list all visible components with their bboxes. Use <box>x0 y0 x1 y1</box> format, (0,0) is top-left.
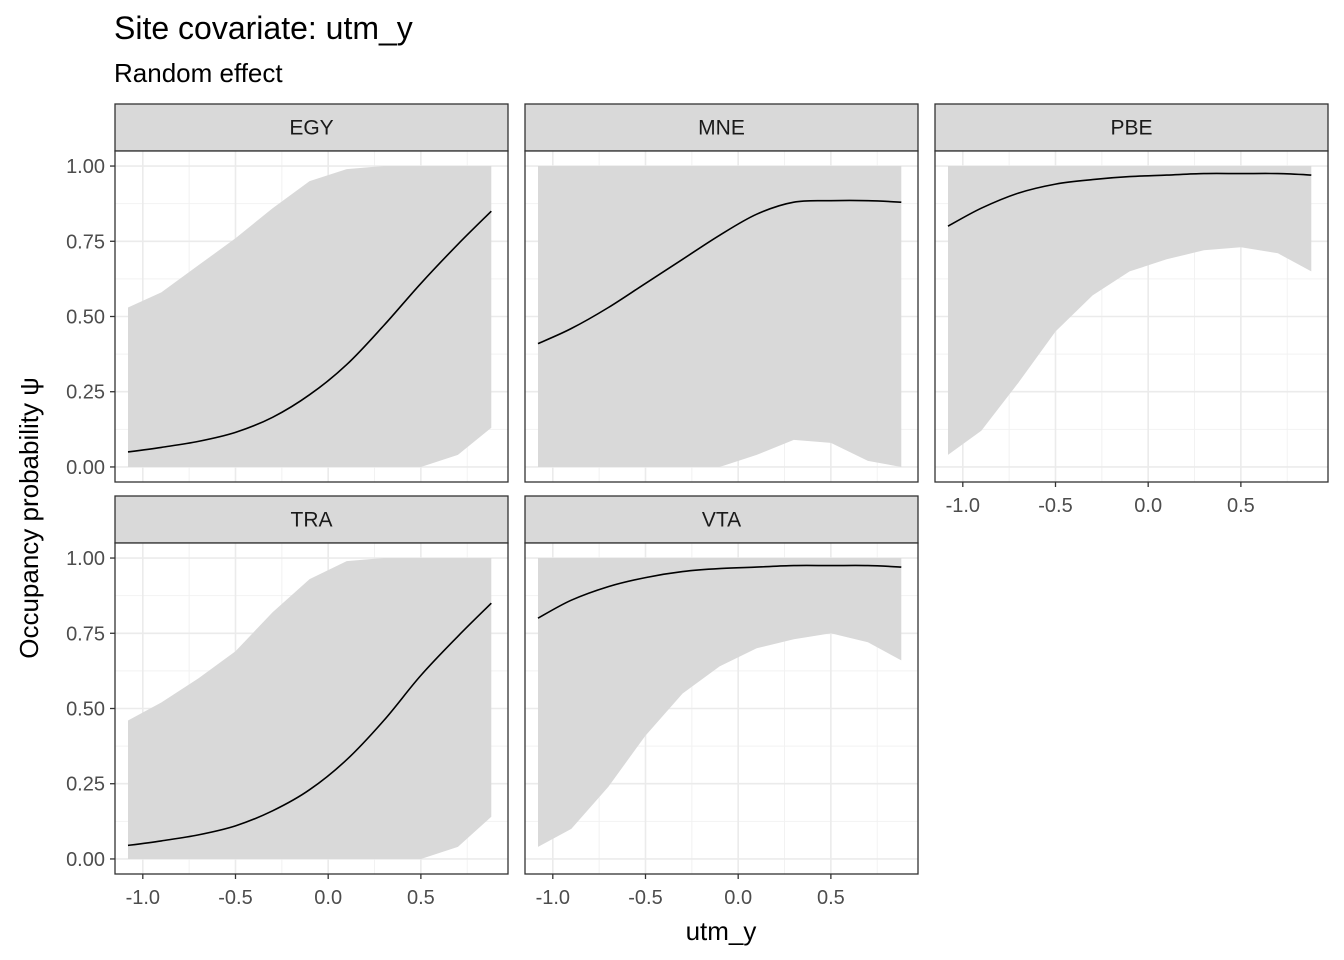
y-tick-label: 0.50 <box>66 307 105 329</box>
chart-subtitle: Random effect <box>114 58 283 88</box>
x-tick-label: -0.5 <box>218 887 252 909</box>
y-tick-label: 0.75 <box>66 231 105 253</box>
x-tick-label: 0.0 <box>724 887 752 909</box>
series-line <box>537 564 902 619</box>
confidence-band <box>128 558 492 859</box>
confidence-band <box>128 166 492 467</box>
facet-strip <box>524 103 919 152</box>
confidence-band <box>948 166 1312 455</box>
panel-border <box>524 150 919 483</box>
confidence-band <box>538 166 902 467</box>
facet-strip <box>524 495 919 544</box>
facet-strip-label: TRA <box>291 509 333 532</box>
x-tick-label: 0.0 <box>314 887 342 909</box>
x-tick-label: 0.5 <box>817 887 845 909</box>
y-axis-title: Occupancy probability ψ <box>14 377 44 659</box>
facet-strip-label: MNE <box>698 117 745 140</box>
panel-border <box>934 150 1329 483</box>
panel-border <box>524 542 919 875</box>
series-line <box>537 199 902 345</box>
facet-pbe: PBE -1.0 -0.5 0.0 0.5 <box>934 103 1329 517</box>
y-tick-label: 0.50 <box>66 699 105 721</box>
facet-strip <box>934 103 1329 152</box>
series-line <box>127 210 492 453</box>
y-tick-label: 0.25 <box>66 774 105 796</box>
x-tick-label: -0.5 <box>1038 495 1072 517</box>
x-tick-label: 0.5 <box>407 887 435 909</box>
facet-egy: EGY 0.00 0.25 0.50 0.75 1.00 <box>66 103 509 483</box>
chart-title: Site covariate: utm_y <box>114 10 413 46</box>
y-tick-label: 0.25 <box>66 382 105 404</box>
y-tick-label: 1.00 <box>66 548 105 570</box>
x-tick-label: 0.5 <box>1227 495 1255 517</box>
x-tick-label: -1.0 <box>126 887 160 909</box>
facet-strip-label: VTA <box>702 509 741 532</box>
confidence-band <box>538 558 902 847</box>
y-tick-label: 0.00 <box>66 457 105 479</box>
facet-tra: TRA 0.00 0.25 0.50 0.75 1.00 -1.0 -0.5 0.0 0.5 <box>66 495 509 909</box>
facet-strip-label: PBE <box>1110 117 1152 140</box>
series-line <box>127 602 492 847</box>
y-tick-label: 0.75 <box>66 623 105 645</box>
x-tick-label: 0.0 <box>1134 495 1162 517</box>
x-tick-label: -0.5 <box>628 887 662 909</box>
series-line <box>947 172 1312 227</box>
facet-strip-label: EGY <box>289 117 333 140</box>
facet-mne: MNE <box>524 103 919 483</box>
facet-vta: VTA -1.0 -0.5 0.0 0.5 <box>524 495 919 909</box>
x-axis-title: utm_y <box>686 916 757 946</box>
x-tick-label: -1.0 <box>536 887 570 909</box>
x-tick-label: -1.0 <box>946 495 980 517</box>
y-tick-label: 0.00 <box>66 849 105 871</box>
y-tick-label: 1.00 <box>66 156 105 178</box>
